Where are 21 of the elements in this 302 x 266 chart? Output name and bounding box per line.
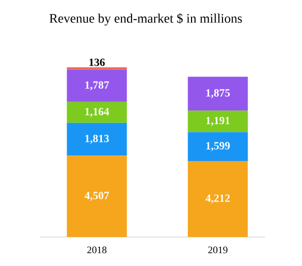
bar (66, 122, 127, 156)
data-label: 1,813 (85, 134, 109, 144)
data-label: 1,191 (206, 116, 230, 126)
bar (188, 132, 248, 161)
data-label: 1,599 (206, 142, 230, 152)
bar (188, 160, 248, 237)
bar (66, 70, 127, 102)
bar (66, 102, 127, 123)
chart-title: Revenue by end-market $ in millions (50, 13, 242, 26)
bar (66, 156, 127, 237)
data-label: 136 (89, 58, 105, 66)
x-tick-label: 2019 (208, 246, 228, 254)
data-label: 1,875 (206, 89, 230, 98)
data-label: 1,164 (85, 108, 110, 117)
bar (188, 110, 248, 132)
bar (66, 67, 127, 70)
data-label: 1,787 (85, 81, 109, 90)
data-label: 4,212 (206, 194, 230, 204)
data-label: 4,507 (84, 192, 109, 201)
bar (188, 76, 248, 111)
x-tick-label: 2018 (87, 246, 106, 254)
